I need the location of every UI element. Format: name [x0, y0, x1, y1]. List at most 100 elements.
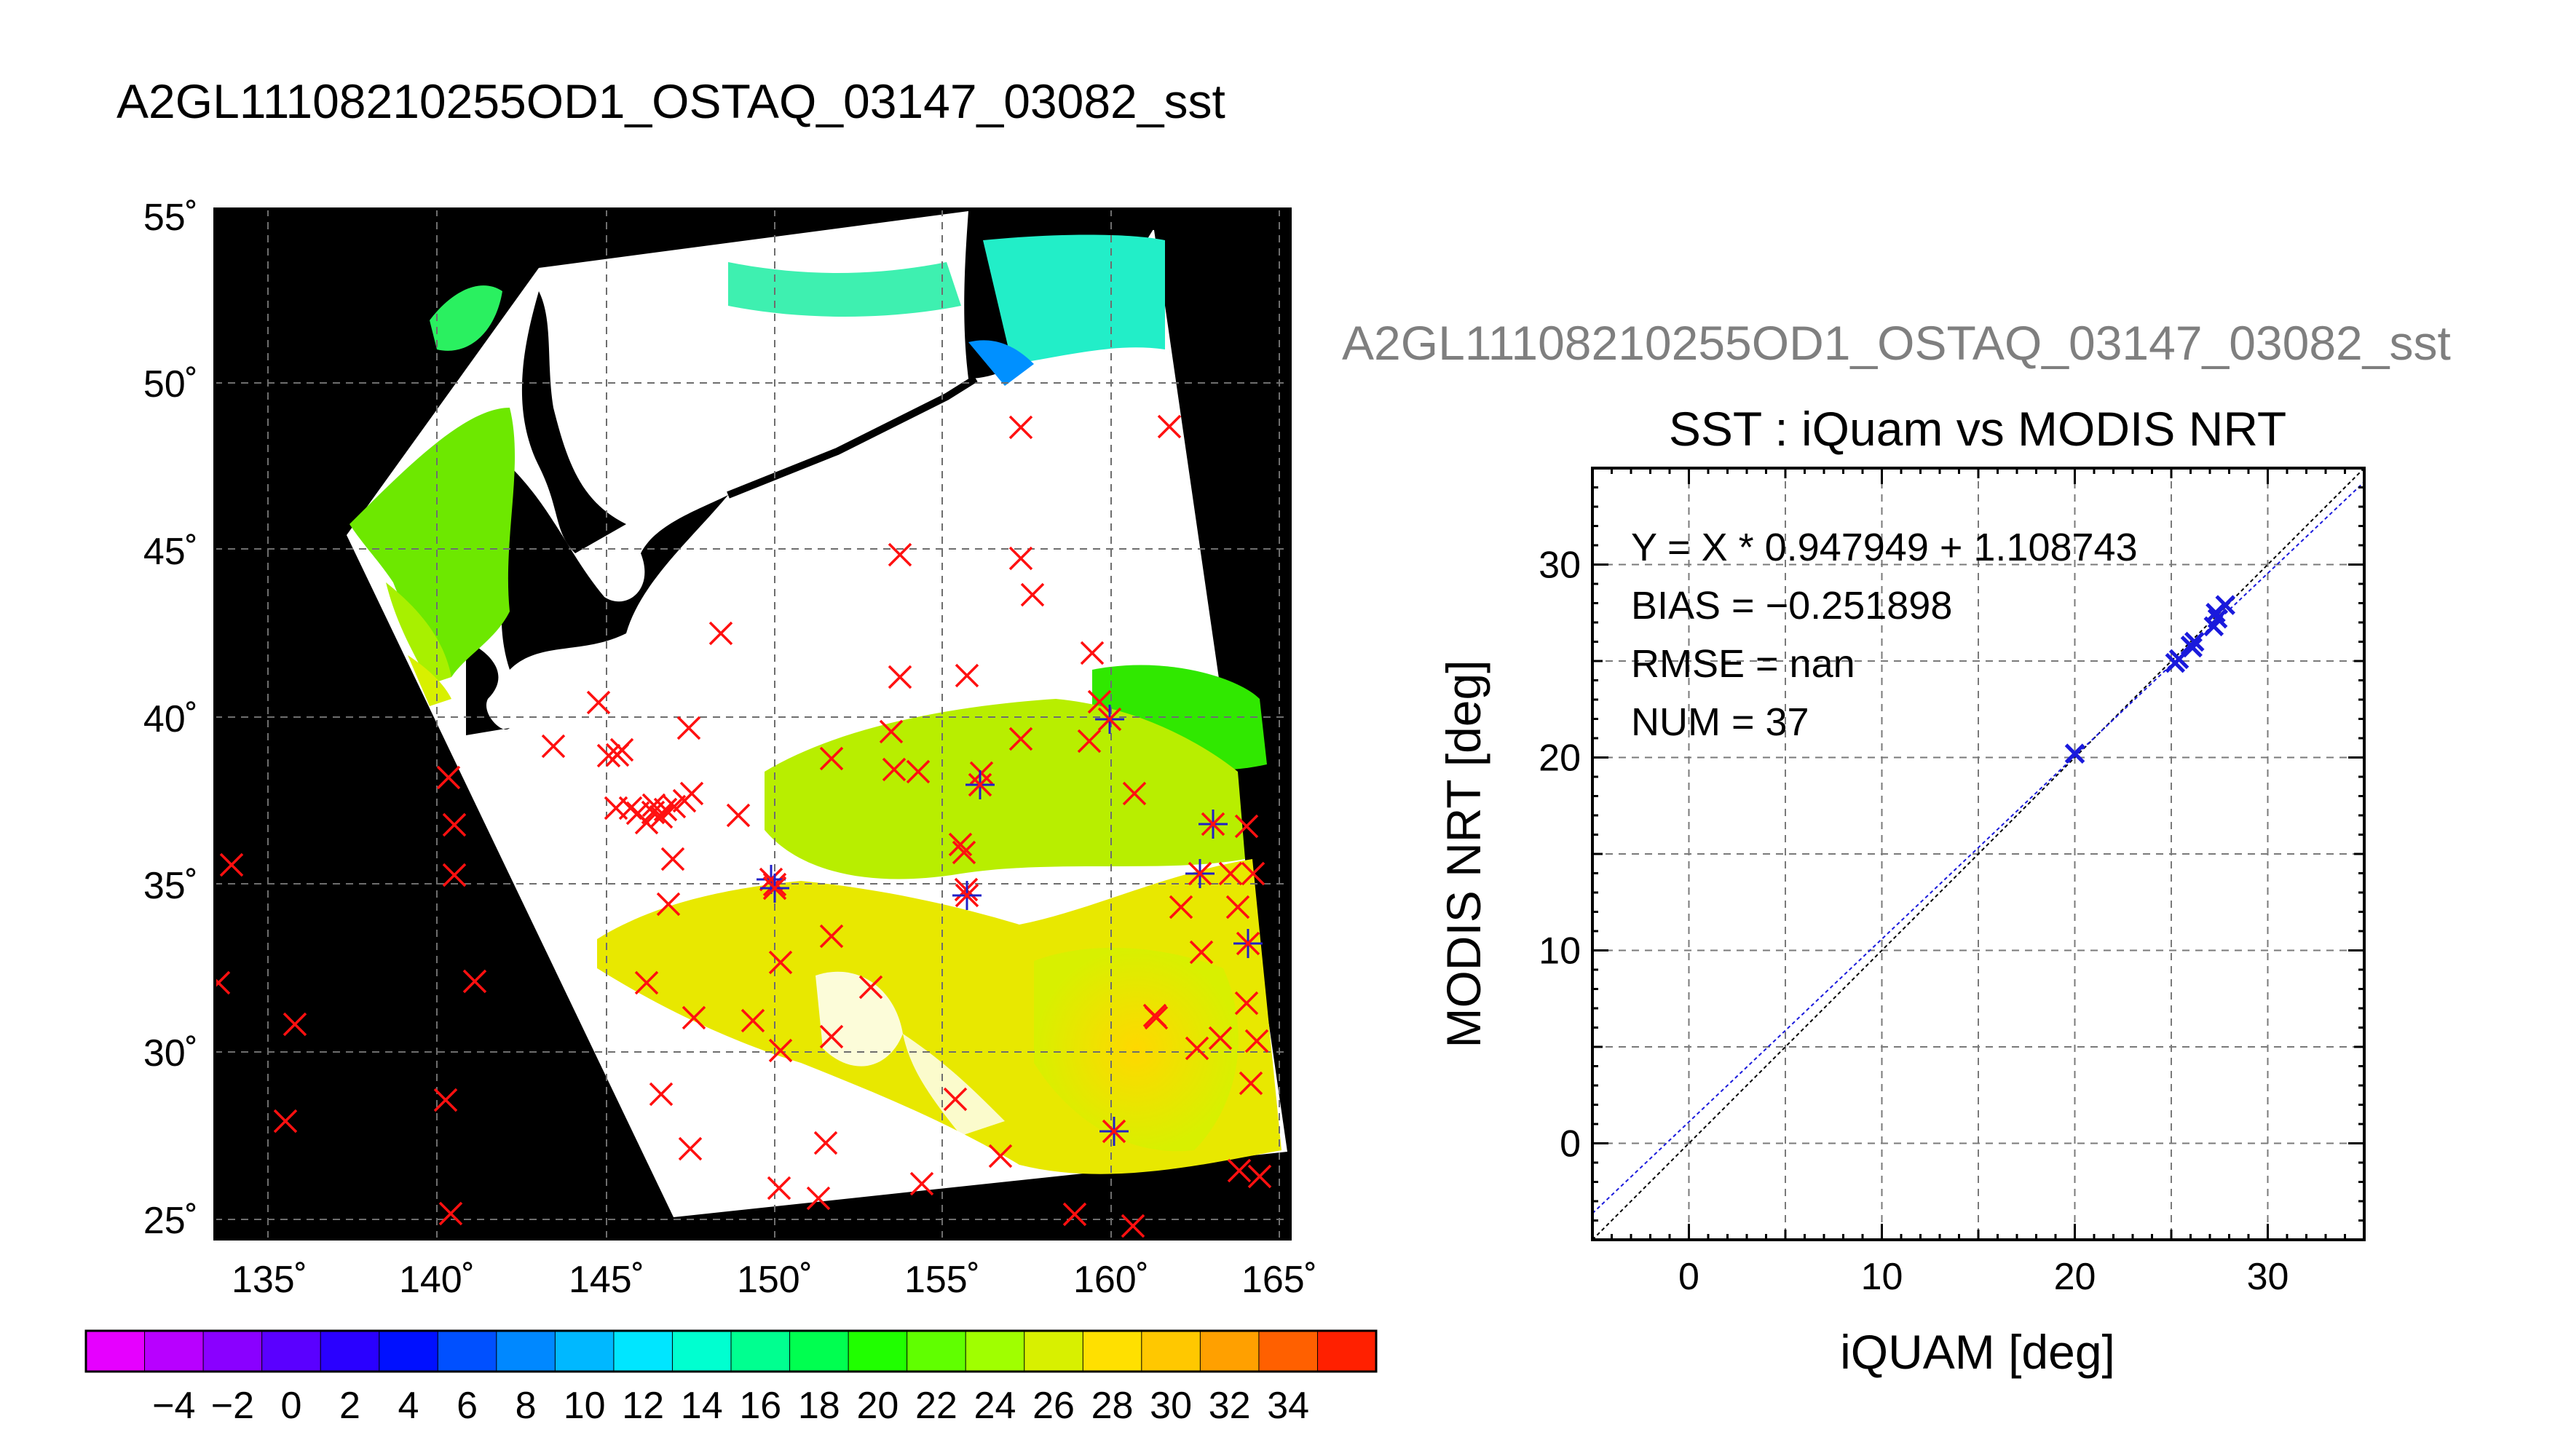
scatter-point: [2064, 743, 2085, 764]
colorbar-tick-label: 8: [516, 1385, 537, 1427]
scatter-x-tick-labels: 0 10 20 30: [1678, 1256, 2289, 1298]
station-marker: [906, 759, 931, 784]
station-marker: [1234, 991, 1259, 1016]
lat-tick-label: 50˚: [143, 363, 198, 405]
colorbar-tick-label: 20: [856, 1385, 899, 1427]
colorbar-cell: [907, 1330, 967, 1372]
station-marker: [955, 663, 979, 688]
station-marker: [438, 1201, 463, 1226]
station-marker: [858, 975, 883, 1000]
colorbar-tick-label: 14: [681, 1385, 723, 1427]
station-marker: [1144, 1005, 1169, 1030]
station-marker: [649, 804, 674, 829]
station-marker: [634, 970, 659, 995]
station-marker: [1080, 641, 1105, 665]
station-marker: [768, 950, 793, 975]
station-marker: [1169, 895, 1193, 919]
colorbar-cell: [730, 1330, 791, 1372]
scatter-y-tick-labels: 0 10 20 30: [1539, 545, 1581, 1166]
station-marker: [1241, 861, 1265, 886]
scatter-point: [2184, 631, 2205, 652]
station-marker: [462, 969, 487, 994]
scatter-point: [2215, 595, 2235, 615]
colorbar-cell: [144, 1330, 205, 1372]
station-marker: [1239, 1071, 1263, 1096]
colorbar-cell: [379, 1330, 439, 1372]
station-marker: [1234, 814, 1259, 839]
station-marker: [1247, 1164, 1272, 1189]
station-marker: [634, 810, 659, 835]
station-marker: [679, 781, 704, 806]
lon-tick-label: 140˚: [399, 1259, 475, 1301]
colorbar-tick-label: 26: [1032, 1385, 1075, 1427]
station-marker: [649, 1082, 674, 1107]
scatter-title: SST : iQuam vs MODIS NRT: [1669, 402, 2286, 456]
colorbar-tick-label: 6: [457, 1385, 478, 1427]
colorbar-tick-label: 4: [398, 1385, 419, 1427]
station-marker: [1185, 1036, 1209, 1061]
station-marker: [888, 665, 912, 689]
station-marker: [1201, 812, 1225, 836]
colorbar-cell: [202, 1330, 263, 1372]
station-marker: [1244, 1029, 1269, 1053]
scatter-point: [2207, 608, 2228, 629]
y-tick-label: 0: [1560, 1123, 1581, 1166]
station-marker: [1122, 781, 1147, 806]
colorbar-tick-label: 24: [974, 1385, 1016, 1427]
station-marker: [813, 1131, 838, 1155]
x-tick-label: 20: [2054, 1256, 2096, 1298]
lon-tick-label: 160˚: [1073, 1259, 1149, 1301]
station-marker: [641, 793, 666, 818]
station-marker: [676, 716, 701, 740]
colorbar-cell: [1141, 1330, 1201, 1372]
station-marker: [819, 924, 844, 949]
land-kurils: [727, 375, 978, 499]
station-marker: [1008, 415, 1033, 440]
station-marker: [283, 1012, 307, 1037]
station-marker: [952, 840, 976, 865]
station-marker: [678, 1136, 703, 1161]
lat-tick-label: 45˚: [143, 531, 198, 573]
station-marker: [1062, 1202, 1087, 1227]
num-label: NUM = 37: [1631, 700, 1809, 744]
station-marker: [1020, 582, 1045, 607]
station-marker: [656, 892, 681, 917]
y-tick-label: 10: [1539, 930, 1581, 973]
station-marker: [660, 847, 685, 871]
lat-tick-label: 30˚: [143, 1032, 198, 1075]
colorbar-cell: [965, 1330, 1025, 1372]
map-gridlines: [215, 209, 1290, 1239]
fit-equation: Y = X * 0.947949 + 1.108743: [1631, 526, 2138, 569]
station-marker: [882, 757, 907, 782]
station-marker: [943, 1087, 968, 1112]
colorbar-frame: [84, 1329, 1378, 1373]
station-marker: [1189, 940, 1214, 965]
sst-regions: [350, 234, 1282, 1174]
station-marker: [1157, 414, 1182, 439]
station-marker: [215, 970, 231, 989]
station-marker: [273, 1109, 298, 1133]
station-marker: [948, 832, 973, 857]
station-marker: [436, 765, 461, 790]
colorbar-labels: −4 −2 0 2 4 6 8 10 12 14 16 18 20 22 24 26 28 30 32 34: [152, 1385, 1309, 1427]
colorbar-tick-label: 32: [1209, 1385, 1251, 1427]
colorbar: −4 −2 0 2 4 6 8 10 12 14 16 18 20 22 24 26 28 30 32 34: [84, 1329, 1378, 1427]
station-marker: [596, 743, 621, 768]
x-axis-label: iQUAM [deg]: [1840, 1325, 2115, 1379]
station-marker: [819, 746, 844, 771]
station-marker: [442, 863, 467, 887]
lon-tick-label: 150˚: [737, 1259, 813, 1301]
sst-map: 55˚ 50˚ 45˚ 40˚ 35˚ 30˚ 25˚ 135˚ 140˚ 14…: [143, 197, 1317, 1301]
station-marker: [219, 852, 244, 877]
station-marker: [726, 803, 751, 828]
station-marker: [1087, 689, 1112, 714]
rmse-label: RMSE = nan: [1631, 642, 1855, 686]
scatter-plot: SST : iQuam vs MODIS NRT Y = X * 0.94794…: [1437, 402, 2366, 1379]
lon-tick-label: 165˚: [1241, 1259, 1317, 1301]
colorbar-cell: [437, 1330, 497, 1372]
station-marker: [806, 1186, 831, 1211]
colorbar-cell: [1199, 1330, 1260, 1372]
station-marker: [682, 1005, 706, 1030]
colorbar-tick-label: 2: [339, 1385, 360, 1427]
